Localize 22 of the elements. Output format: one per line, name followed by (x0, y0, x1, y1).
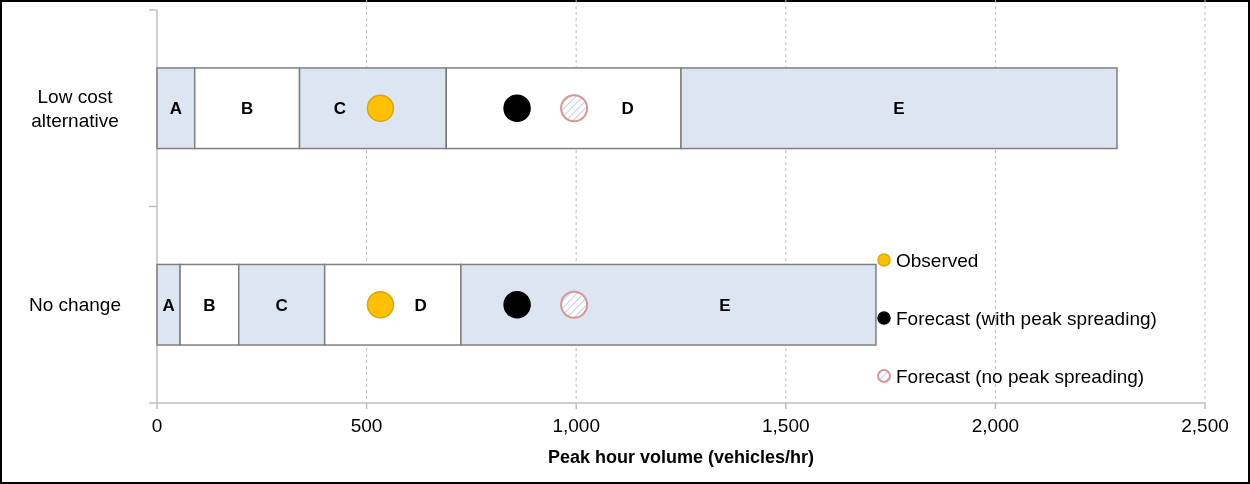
text: C (333, 99, 347, 119)
series-label: E (719, 295, 731, 315)
x-tick-label: 2,500 (1181, 415, 1229, 436)
legend-label: Forecast (with peak spreading) (896, 307, 1157, 329)
text: A (169, 99, 182, 119)
y-tick-label: Low cost alternative (31, 85, 119, 131)
y-tick-label: No change (29, 294, 121, 316)
text: D (621, 99, 634, 119)
legend-label: Forecast (no peak spreading) (896, 365, 1145, 387)
series-label: C (275, 295, 288, 315)
x-axis-title: Peak hour volume (vehicles/hr) (547, 447, 815, 467)
text: B (240, 99, 254, 119)
legend-label: Observed (896, 249, 979, 271)
series-label: B (203, 295, 216, 315)
x-tick-label: 1,500 (762, 415, 810, 436)
x-tick-label: 0 (151, 415, 163, 436)
series-label: A (162, 295, 175, 315)
x-tick-label: 2,000 (971, 415, 1020, 436)
text: E (893, 99, 905, 119)
x-tick-label: 1,000 (552, 415, 600, 436)
x-tick-label: 500 (350, 415, 383, 436)
series-label: D (414, 295, 427, 315)
